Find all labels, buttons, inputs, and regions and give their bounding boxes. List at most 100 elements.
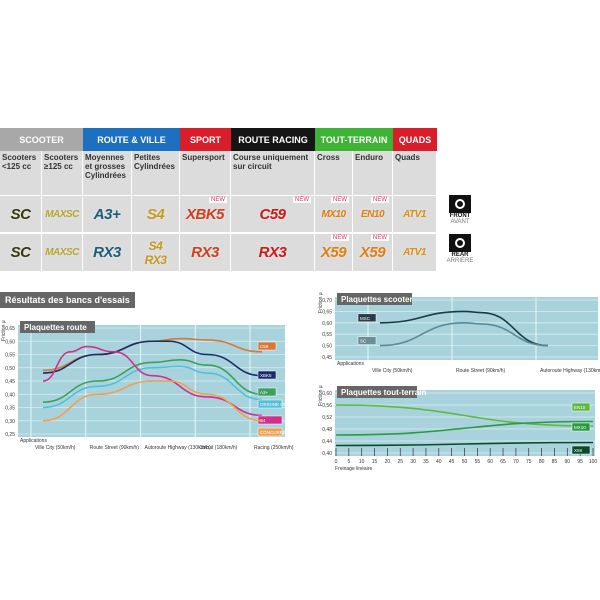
product-logo: MAXSC: [45, 247, 79, 258]
series-tag: EN10: [571, 402, 591, 412]
rear-product-cell[interactable]: X59 NEW: [353, 233, 393, 271]
rear-product-cell[interactable]: ATV1: [393, 233, 437, 271]
y-tick-label: 0,44: [322, 439, 332, 445]
series-tag: CONCURRENCE: [257, 427, 296, 437]
rear-product-cell[interactable]: S4 RX3: [132, 233, 180, 271]
y-tick-label: 0,60: [322, 321, 332, 327]
x-tick-label: 90: [565, 459, 571, 465]
y-tick-label: 0,35: [5, 406, 15, 412]
x-tick-label: 30: [410, 459, 416, 465]
y-tick-label: 0,55: [5, 353, 15, 359]
x-category-label: Ville City (50km/h): [372, 368, 413, 374]
series-name: MSC: [360, 316, 371, 321]
series-line-origine-original: [42, 365, 263, 409]
column-label: Scooters ≥125 cc: [42, 151, 83, 195]
rear-product-cell[interactable]: MAXSC: [42, 233, 83, 271]
series-tag: ORIGINE ORIGINAL: [257, 399, 302, 409]
x-tick-label: 10: [359, 459, 365, 465]
front-product-cell[interactable]: A3+: [83, 196, 132, 232]
product-logo: RX3: [258, 244, 287, 261]
front-product-cell[interactable]: C59 NEW: [231, 196, 315, 232]
x-axis-title: Applications: [20, 438, 47, 444]
series-tag: MX10: [571, 422, 591, 432]
chart-title-text: Plaquettes route: [24, 323, 87, 332]
x-category-label: Ville City (50km/h): [35, 445, 76, 451]
category-header: QUADS: [393, 128, 437, 151]
x-tick-label: 60: [487, 459, 493, 465]
x-tick-label: 50: [462, 459, 468, 465]
category-header: ROUTE RACING: [231, 128, 315, 151]
x-category-label: Route Street (90km/h): [456, 368, 506, 374]
column-label: Petites Cylindrées: [132, 151, 180, 195]
product-logo: ATV1: [403, 247, 426, 258]
rear-product-cell[interactable]: X59 NEW: [315, 233, 353, 271]
product-logo: RX3: [191, 244, 219, 261]
chart-title: Plaquettes tout-terrain: [337, 386, 426, 398]
y-tick-label: 0,40: [5, 392, 15, 398]
chart-title: Plaquettes route: [20, 321, 95, 333]
x-tick-label: 75: [526, 459, 532, 465]
y-tick-label: 0,65: [5, 326, 15, 332]
series-name: EN10: [574, 405, 586, 410]
rear-product-cell[interactable]: RX3: [231, 233, 315, 271]
y-tick-label: 0,40: [322, 451, 332, 457]
series-line-sc: [379, 321, 549, 347]
new-badge: NEW: [209, 197, 227, 203]
x-category-label: Circuit (180km/h): [199, 445, 237, 451]
front-product-cell[interactable]: ATV1: [393, 196, 437, 232]
series-name: X59: [574, 448, 583, 453]
y-tick-label: 0,65: [322, 309, 332, 315]
y-tick-label: 0,60: [5, 339, 15, 345]
rear-wheel-icon: [449, 234, 471, 252]
category-header: ROUTE & VILLE: [83, 128, 180, 151]
series-tag: C59: [257, 341, 277, 351]
product-logo: MX10: [321, 208, 346, 220]
x-tick-label: 55: [475, 459, 481, 465]
category-header: SPORT: [180, 128, 231, 151]
product-logo: SC: [10, 205, 31, 223]
series-line-msc: [379, 310, 549, 347]
chart-title: Plaquettes scooter: [337, 293, 413, 305]
rear-product-cell[interactable]: SC: [0, 233, 42, 271]
new-badge: NEW: [331, 197, 349, 203]
front-product-cell[interactable]: MAXSC: [42, 196, 83, 232]
y-tick-label: 0,50: [322, 344, 332, 350]
y-tick-label: 0,56: [322, 403, 332, 409]
front-label: FRONT: [449, 213, 471, 219]
front-wheel-icon: [449, 195, 471, 213]
y-axis-title: Friction μ: [1, 320, 7, 341]
category-header: SCOOTER: [0, 128, 83, 151]
series-line-xbk5: [42, 340, 263, 377]
rear-product-cell[interactable]: RX3: [180, 233, 231, 271]
rear-label: REAR: [451, 252, 469, 258]
front-product-cell[interactable]: SC: [0, 196, 42, 232]
arriere-label: ARRIÈRE: [446, 258, 474, 264]
product-logo: S4: [148, 238, 163, 253]
x-tick-label: 15: [372, 459, 378, 465]
front-product-cell[interactable]: S4: [132, 196, 180, 232]
front-product-cell[interactable]: MX10 NEW: [315, 196, 353, 232]
series-name: CONCURRENCE: [260, 430, 296, 435]
x-tick-label: 45: [449, 459, 455, 465]
x-axis-title: Freinage linéaire: [335, 466, 372, 472]
series-line-a3-: [42, 358, 263, 403]
x-tick-label: 70: [513, 459, 519, 465]
rear-product-cell[interactable]: RX3: [83, 233, 132, 271]
avant-label: AVANT: [450, 219, 470, 225]
chart-title-text: Plaquettes tout-terrain: [341, 388, 426, 397]
product-logo: A3+: [93, 205, 121, 223]
x-tick-label: 35: [423, 459, 429, 465]
section-title: Résultats des bancs d'essais: [0, 292, 135, 308]
x-category-label: Autoroute Highway (130km/h): [145, 445, 211, 451]
product-logo: X59: [359, 244, 386, 261]
column-label: Quads: [393, 151, 437, 195]
x-category-label: Racing (250km/h): [254, 445, 294, 451]
x-tick-label: 20: [385, 459, 391, 465]
new-badge: NEW: [371, 235, 389, 241]
series-tag: SC: [357, 336, 377, 345]
x-tick-label: 40: [436, 459, 442, 465]
front-product-cell[interactable]: XBK5 NEW: [180, 196, 231, 232]
x-tick-label: 95: [577, 459, 583, 465]
front-product-cell[interactable]: EN10 NEW: [353, 196, 393, 232]
